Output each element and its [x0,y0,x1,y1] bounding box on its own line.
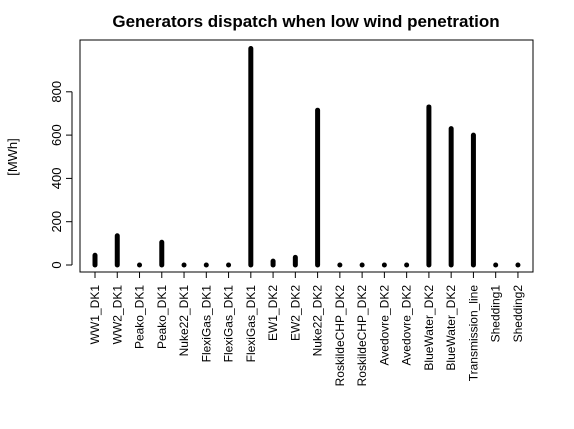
x-tick-label: FlexiGas_DK1 [199,285,213,363]
y-axis-label: [MWh] [5,138,20,176]
y-tick-label: 0 [49,261,64,268]
x-tick-label: Peako_DK1 [133,285,147,349]
x-tick-label: Nuke22_DK1 [177,285,191,357]
x-tick-label: WW2_DK1 [110,285,124,345]
y-tick-label: 800 [49,81,64,103]
x-axis: WW1_DK1 WW2_DK1 Peako_DK1 Peako_DK1 Nuke22_D… [88,271,525,387]
x-tick-label: Peako_DK1 [155,285,169,349]
x-tick-label: WW1_DK1 [88,285,102,345]
x-tick-label: Shedding2 [511,285,525,343]
x-tick-label: RoskildeCHP_DK2 [333,285,347,387]
x-tick-label: BlueWater_DK2 [444,285,458,371]
x-tick-label: Shedding1 [489,285,503,343]
y-tick-label: 200 [49,211,64,233]
y-tick-label: 600 [49,124,64,146]
y-axis: 0 200 400 600 800 [49,81,73,269]
x-tick-label: Nuke22_DK2 [311,285,325,357]
x-tick-label: BlueWater_DK2 [422,285,436,371]
x-tick-label: Transmission_line [466,285,480,382]
y-tick-label: 400 [49,168,64,190]
x-tick-label: FlexiGas_DK1 [244,285,258,363]
x-tick-label: RoskildeCHP_DK2 [355,285,369,387]
plot-frame [79,39,534,273]
x-tick-label: EW1_DK2 [266,285,280,341]
x-tick-label: EW2_DK2 [288,285,302,341]
x-tick-label: Avedovre_DK2 [400,285,414,366]
bars [92,46,521,268]
x-tick-label: Avedovre_DK2 [377,285,391,366]
chart-title: Generators dispatch when low wind penetr… [112,12,499,31]
x-tick-label: FlexiGas_DK1 [222,285,236,363]
